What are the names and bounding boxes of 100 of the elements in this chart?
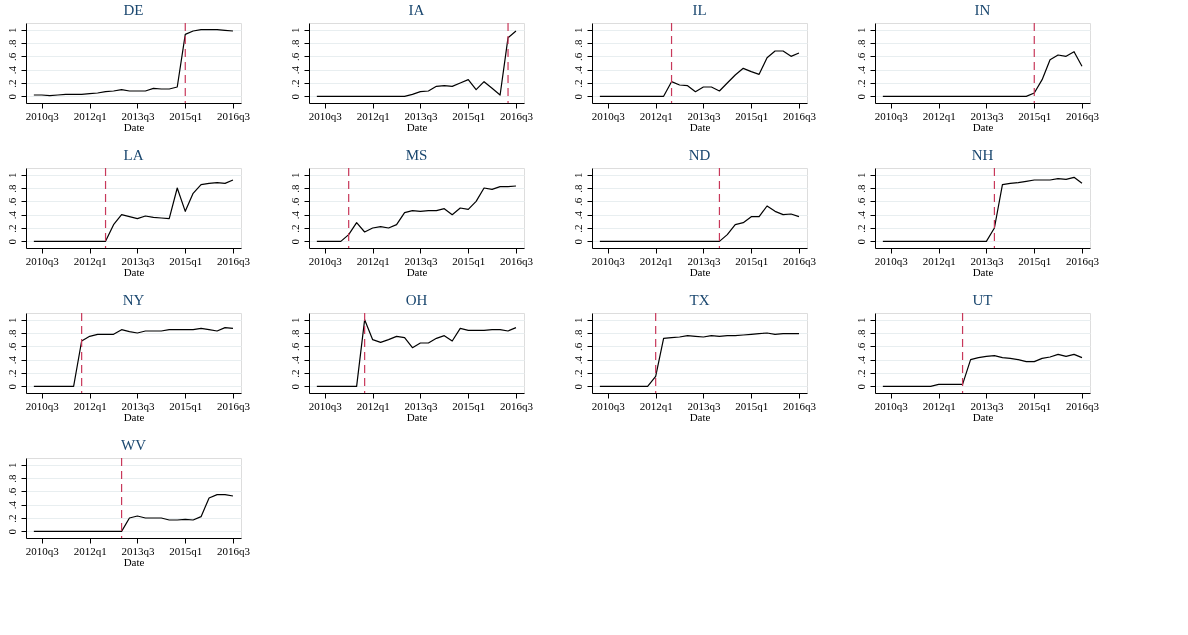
x-tick-label: 2016q3 <box>499 399 534 412</box>
chart-title: DE <box>123 2 144 19</box>
y-tick-label: 1 <box>854 172 867 178</box>
line-series <box>882 353 1083 387</box>
line-series <box>33 29 234 97</box>
x-axis-title: Date <box>972 265 994 278</box>
y-tick-label: .4 <box>288 355 301 365</box>
x-tick-label: 2010q3 <box>591 109 626 122</box>
x-tick-label: 2016q3 <box>782 109 817 122</box>
y-tick-label: .2 <box>571 224 584 233</box>
y-tick-label: 1 <box>288 27 301 33</box>
y-tick-label: 0 <box>5 383 18 390</box>
y-tick-label: .8 <box>5 328 18 338</box>
x-tick-label: 2013q3 <box>687 109 721 122</box>
y-tick-label: 1 <box>5 27 18 33</box>
x-tick-label: 2012q1 <box>356 254 390 267</box>
x-tick-label: 2016q3 <box>1065 109 1100 122</box>
y-tick-label: .6 <box>854 197 867 206</box>
x-tick-label: 2013q3 <box>970 399 1004 412</box>
x-tick-label: 2010q3 <box>874 109 909 122</box>
x-tick-label: 2012q1 <box>73 254 107 267</box>
y-tick-label: 0 <box>5 93 18 100</box>
y-tick-label: 1 <box>854 317 867 323</box>
y-tick-label: .8 <box>5 473 18 483</box>
y-tick-label: .2 <box>854 369 867 378</box>
y-tick-label: 0 <box>571 238 584 245</box>
chart-title: IL <box>692 2 707 19</box>
x-tick-label: 2012q1 <box>922 399 956 412</box>
y-tick-label: .2 <box>5 224 18 233</box>
y-tick-label: .6 <box>288 342 301 351</box>
x-tick-label: 2010q3 <box>874 254 909 267</box>
y-tick-label: .8 <box>854 183 867 193</box>
line-series <box>316 319 517 387</box>
y-tick-label: .2 <box>5 369 18 378</box>
chart-title: ND <box>688 147 711 164</box>
x-tick-label: 2013q3 <box>970 254 1004 267</box>
y-tick-label: .2 <box>571 369 584 378</box>
y-tick-label: 0 <box>854 383 867 390</box>
chart-title: IN <box>974 2 991 19</box>
y-tick-label: 1 <box>288 317 301 323</box>
line-series <box>882 176 1083 242</box>
x-tick-label: 2016q3 <box>216 399 251 412</box>
x-tick-label: 2015q1 <box>169 399 203 412</box>
y-tick-label: .6 <box>288 197 301 206</box>
y-tick-label: .6 <box>571 342 584 351</box>
y-tick-label: 1 <box>571 172 584 178</box>
chart-title: WV <box>121 437 147 454</box>
y-tick-label: .4 <box>571 210 584 220</box>
y-tick-label: 0 <box>854 93 867 100</box>
x-tick-label: 2016q3 <box>216 254 251 267</box>
x-tick-label: 2013q3 <box>687 254 721 267</box>
x-tick-label: 2013q3 <box>121 254 155 267</box>
y-tick-label: .8 <box>5 38 18 48</box>
y-tick-label: 1 <box>288 172 301 178</box>
x-tick-label: 2012q1 <box>639 109 673 122</box>
x-tick-label: 2012q1 <box>356 109 390 122</box>
x-axis-title: Date <box>972 120 994 133</box>
chart-title: MS <box>405 147 428 164</box>
y-tick-label: .6 <box>288 52 301 61</box>
line-series <box>882 51 1083 97</box>
x-tick-label: 2010q3 <box>308 254 343 267</box>
line-series <box>599 50 800 97</box>
chart-title: UT <box>972 292 993 309</box>
y-tick-label: .4 <box>5 65 18 75</box>
x-tick-label: 2012q1 <box>73 399 107 412</box>
y-tick-label: .2 <box>288 369 301 378</box>
x-tick-label: 2015q1 <box>1018 109 1052 122</box>
y-tick-label: 0 <box>5 528 18 535</box>
y-tick-label: .8 <box>571 328 584 338</box>
x-axis-title: Date <box>123 410 145 423</box>
y-tick-label: .8 <box>5 183 18 193</box>
x-tick-label: 2012q1 <box>922 254 956 267</box>
y-tick-label: 0 <box>571 383 584 390</box>
x-tick-label: 2015q1 <box>452 254 486 267</box>
y-tick-label: .2 <box>5 514 18 523</box>
y-tick-label: 1 <box>854 27 867 33</box>
y-tick-label: .2 <box>854 224 867 233</box>
y-tick-label: .6 <box>571 52 584 61</box>
y-tick-label: .4 <box>571 355 584 365</box>
x-tick-label: 2015q1 <box>169 544 203 557</box>
x-tick-label: 2013q3 <box>404 109 438 122</box>
x-axis-title: Date <box>123 265 145 278</box>
y-tick-label: .2 <box>288 79 301 88</box>
y-tick-label: .8 <box>854 328 867 338</box>
x-axis-title: Date <box>972 410 994 423</box>
y-tick-label: .8 <box>288 38 301 48</box>
x-tick-label: 2015q1 <box>452 399 486 412</box>
x-tick-label: 2015q1 <box>735 254 769 267</box>
x-axis-title: Date <box>689 120 711 133</box>
x-tick-label: 2010q3 <box>25 399 60 412</box>
x-axis-title: Date <box>689 410 711 423</box>
chart-title: NY <box>122 292 145 309</box>
x-tick-label: 2013q3 <box>121 109 155 122</box>
x-tick-label: 2013q3 <box>121 544 155 557</box>
line-series <box>599 205 800 242</box>
x-tick-label: 2015q1 <box>1018 399 1052 412</box>
x-axis-title: Date <box>406 265 428 278</box>
y-tick-label: 1 <box>5 462 18 468</box>
x-tick-label: 2015q1 <box>452 109 486 122</box>
x-tick-label: 2016q3 <box>499 109 534 122</box>
